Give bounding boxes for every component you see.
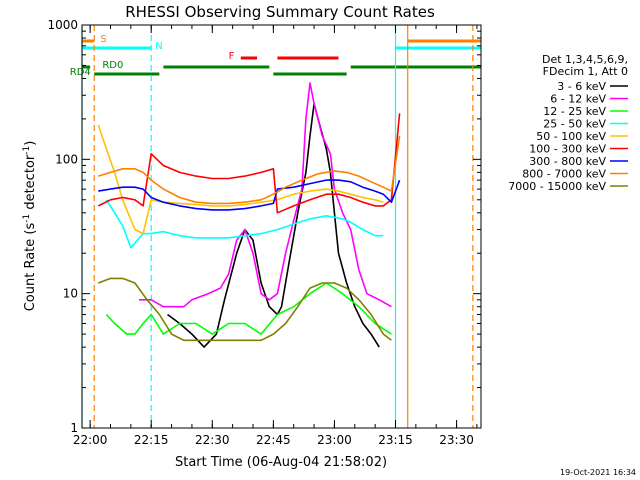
y-axis-label-mid: detector — [23, 154, 38, 214]
x-axis-label: Start Time (06-Aug-04 21:58:02) — [175, 455, 387, 470]
status-label-s: S — [100, 34, 106, 45]
series-line-25-50-kev — [105, 199, 384, 249]
series-line-7000-15000-kev — [98, 277, 392, 342]
legend-label-6-12-kev: 6 - 12 keV — [550, 93, 606, 106]
legend-label-800-7000-kev: 800 - 7000 keV — [522, 168, 606, 181]
series-line-6-12-kev — [139, 82, 392, 308]
y-tick-label-1000: 1000 — [47, 18, 78, 32]
legend-header-1: FDecim 1, Att 0 — [543, 65, 628, 78]
x-tick-label-23-30: 23:30 — [439, 433, 474, 447]
y-axis: 1 10 100 1000 — [47, 18, 481, 435]
y-axis-label-sup1: -1 — [22, 214, 32, 223]
status-bars-layer: S N F RD0 RD4 — [70, 34, 481, 78]
x-axis: 22:00 22:15 22:30 22:45 23:00 23:15 23:30 — [73, 25, 478, 447]
series-line-3-6-kev — [167, 102, 380, 348]
series-line-100-300-kev — [97, 113, 401, 214]
series-line-50-100-kev — [97, 124, 384, 235]
x-tick-label-23-15: 23:15 — [378, 433, 413, 447]
legend-label-12-25-kev: 12 - 25 keV — [543, 105, 606, 118]
y-axis-label: Count Rate (s-1 detector-1) — [22, 141, 38, 312]
x-tick-label-22-45: 22:45 — [256, 433, 291, 447]
y-axis-label-main: Count Rate (s — [23, 223, 38, 312]
x-tick-label-23-00: 23:00 — [317, 433, 352, 447]
y-tick-label-10: 10 — [63, 287, 78, 301]
y-tick-label-1: 1 — [70, 421, 78, 435]
legend-label-50-100-kev: 50 - 100 keV — [536, 130, 606, 143]
series-line-300-800-kev — [98, 179, 401, 211]
plot-frame — [81, 24, 482, 429]
status-label-n: N — [155, 41, 162, 52]
status-label-rd0: RD0 — [102, 60, 123, 71]
chart-title: RHESSI Observing Summary Count Rates — [125, 3, 435, 21]
legend-label-3-6-kev: 3 - 6 keV — [557, 80, 606, 93]
x-tick-label-22-00: 22:00 — [73, 433, 108, 447]
y-axis-label-sup2: -1 — [22, 146, 32, 155]
y-tick-label-100: 100 — [55, 152, 78, 166]
timestamp: 19-Oct-2021 16:34 — [560, 468, 636, 477]
legend-label-7000-15000-kev: 7000 - 15000 keV — [508, 180, 606, 193]
status-label-rd4: RD4 — [70, 67, 91, 78]
series-layer — [97, 82, 401, 348]
x-tick-label-22-15: 22:15 — [134, 433, 169, 447]
legend-header-0: Det 1,3,4,5,6,9, — [542, 53, 628, 66]
legend-label-100-300-kev: 100 - 300 keV — [529, 143, 606, 156]
legend-label-300-800-kev: 300 - 800 keV — [529, 155, 606, 168]
status-label-f: F — [229, 51, 235, 62]
x-tick-label-22-30: 22:30 — [195, 433, 230, 447]
legend-label-25-50-kev: 25 - 50 keV — [543, 118, 606, 131]
legend: Det 1,3,4,5,6,9,FDecim 1, Att 0 3 - 6 keV… — [508, 53, 628, 193]
series-line-800-7000-kev — [98, 135, 401, 205]
y-axis-label-end: ) — [23, 141, 38, 146]
series-line-12-25-kev — [105, 282, 392, 335]
y-axis-label-text: Count Rate (s-1 detector-1) — [22, 141, 38, 312]
